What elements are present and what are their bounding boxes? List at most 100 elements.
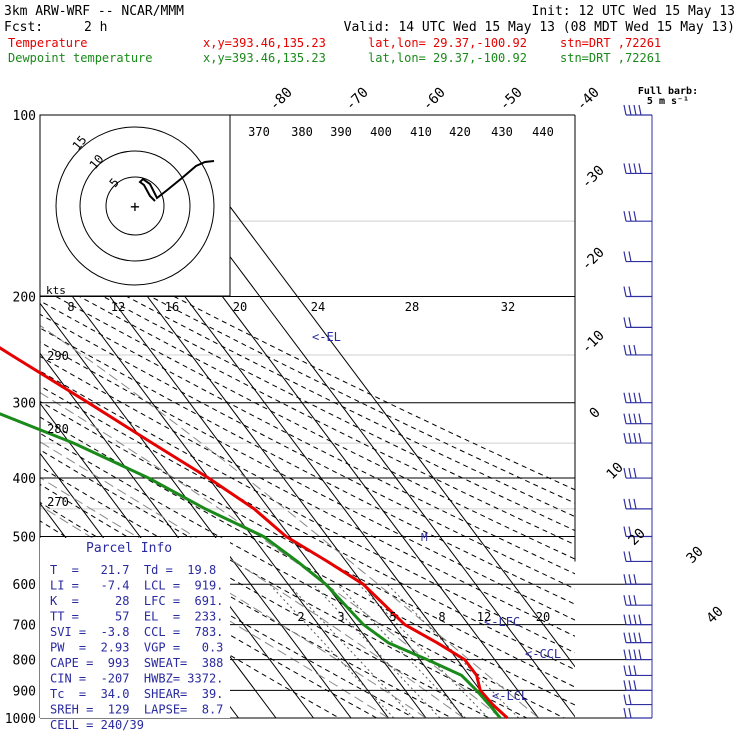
mixing-ratio-line [288,583,415,718]
pressure-tick-label: 800 [13,654,36,669]
dry-adiabat [40,539,340,718]
hodograph-ring-5 [105,176,165,236]
isotherm [40,352,314,718]
isotherm-label: -30 [579,163,608,192]
wind-barb-flag [638,163,642,174]
valid-time: Valid: 14 UTC Wed 15 May 13 (08 MDT Wed … [344,20,735,35]
parcel-info-box: Parcel Info T = 21.7 Td = 19.8 LI = -7.4 … [40,538,230,732]
theta-label: 410 [410,125,432,139]
wind-barb-flag [633,392,637,403]
wind-barb-flag [633,413,637,424]
wind-barb-flag [623,104,627,116]
wind-barb-flag [623,413,627,424]
theta-label: 370 [248,125,270,139]
pressure-tick-label: 700 [13,619,36,634]
pressure-tick-label: 100 [13,109,36,124]
wind-barb-flag [623,432,627,444]
theta-label: 380 [291,125,313,139]
isotherm [40,302,352,718]
ccl-marker: <-CCL [525,647,561,661]
moist-adiabat [40,324,539,718]
mixing-ratio-label: 12 [477,610,491,624]
isotherm-label: 10 [604,460,627,483]
wind-barb-flag [633,595,637,606]
lfc-marker: <-LFC [484,615,520,629]
init-time: Init: 12 UTC Wed 15 May 13 [532,4,736,19]
wind-barb-flag [633,211,637,222]
isotherm-label: -40 [574,85,603,114]
parcel-info-row: K = 28 LFC = 691. [50,594,223,608]
dry-adiabat [40,501,415,718]
parcel-info-row: CIN = -207 HWBZ= 3372. [50,672,223,686]
wind-barbs [623,104,653,719]
theta-label: 430 [491,125,513,139]
hodograph-frame [39,114,231,297]
wind-key-line2: 5 m s⁻¹ [647,96,689,107]
wind-barb-flag [623,551,627,562]
isotherm-label: -70 [343,85,372,114]
theta-label: 390 [330,125,352,139]
wind-barb-flag [638,104,642,116]
wind-barb-flag [623,574,627,585]
parcel-info-row: LI = -7.4 LCL = 919. [50,579,223,593]
wind-barb-flag [633,344,637,356]
wind-barb-flag [623,317,627,328]
dewpoint-legend-label: Dewpoint temperature [8,51,153,65]
wind-barb-flag [628,649,632,660]
wind-barb-flag [638,413,642,424]
wind-barb-flag [623,526,627,537]
lcl-marker: <-LCL [492,689,528,703]
dry-adiabat [40,341,575,621]
dewpoint-station: stn=DRT ,72261 [560,51,661,65]
wind-barb-flag [628,104,632,116]
wind-barb-flag [628,574,632,585]
theta-label: 420 [449,125,471,139]
theta-left-label: 280 [47,422,69,436]
parcel-info-row: SREH = 129 LAPSE= 8.7 [50,703,223,717]
isotherm-label: -20 [579,245,608,274]
dry-adiabat [40,249,575,518]
dry-adiabat [40,432,565,718]
hodograph-speed-tick: 12 [111,300,125,314]
el-marker: <-EL [312,330,341,344]
isotherm [40,252,389,718]
sounding-series [0,346,509,720]
hodograph-units: kts [46,284,66,297]
isotherm-label: -10 [579,328,608,357]
wind-barb-flag [628,344,632,356]
wind-barb-flag [638,392,642,403]
mixing-ratio-line [386,583,520,718]
parcel-info-row: PW = 2.93 VGP = 0.3 [50,641,223,655]
wind-barb-flag [633,649,637,660]
wind-barb-flag [628,286,632,297]
wind-barb-flag [633,574,637,585]
moist-adiabat [40,391,502,718]
dry-adiabat [40,416,575,706]
wind-barb-flag [623,163,627,174]
parcel-info-row: CAPE = 993 SWEAT= 388 [50,656,223,670]
wind-barb-flag [623,595,627,606]
wind-barb-flag [633,632,637,643]
temperature-xy: x,y=393.46,135.23 [203,36,326,50]
temperature-latlon: lat,lon= 29.37,-100.92 [368,36,527,50]
hodograph-speed-tick: 28 [405,300,419,314]
wind-barb-flag [623,211,627,222]
hodograph-speed-tick: 20 [233,300,247,314]
isotherm-label: -60 [420,85,449,114]
pressure-tick-label: 300 [13,397,36,412]
fcst-label: Fcst: [4,20,43,35]
pressure-tick-label: 1000 [5,712,36,727]
pressure-tick-label: 900 [13,684,36,699]
wind-barb-flag [623,498,627,510]
wind-barb-flag [623,467,627,479]
wind-barb-flag [628,317,632,328]
wind-barb-flag [628,392,632,403]
wind-barb-flag [633,467,637,479]
dewpoint-xy: x,y=393.46,135.23 [203,51,326,65]
wind-barb-flag [628,163,632,174]
temperature-profile [0,346,509,720]
dewpoint-profile [0,412,502,719]
dry-adiabat [40,370,575,654]
pressure-tick-label: 600 [13,578,36,593]
